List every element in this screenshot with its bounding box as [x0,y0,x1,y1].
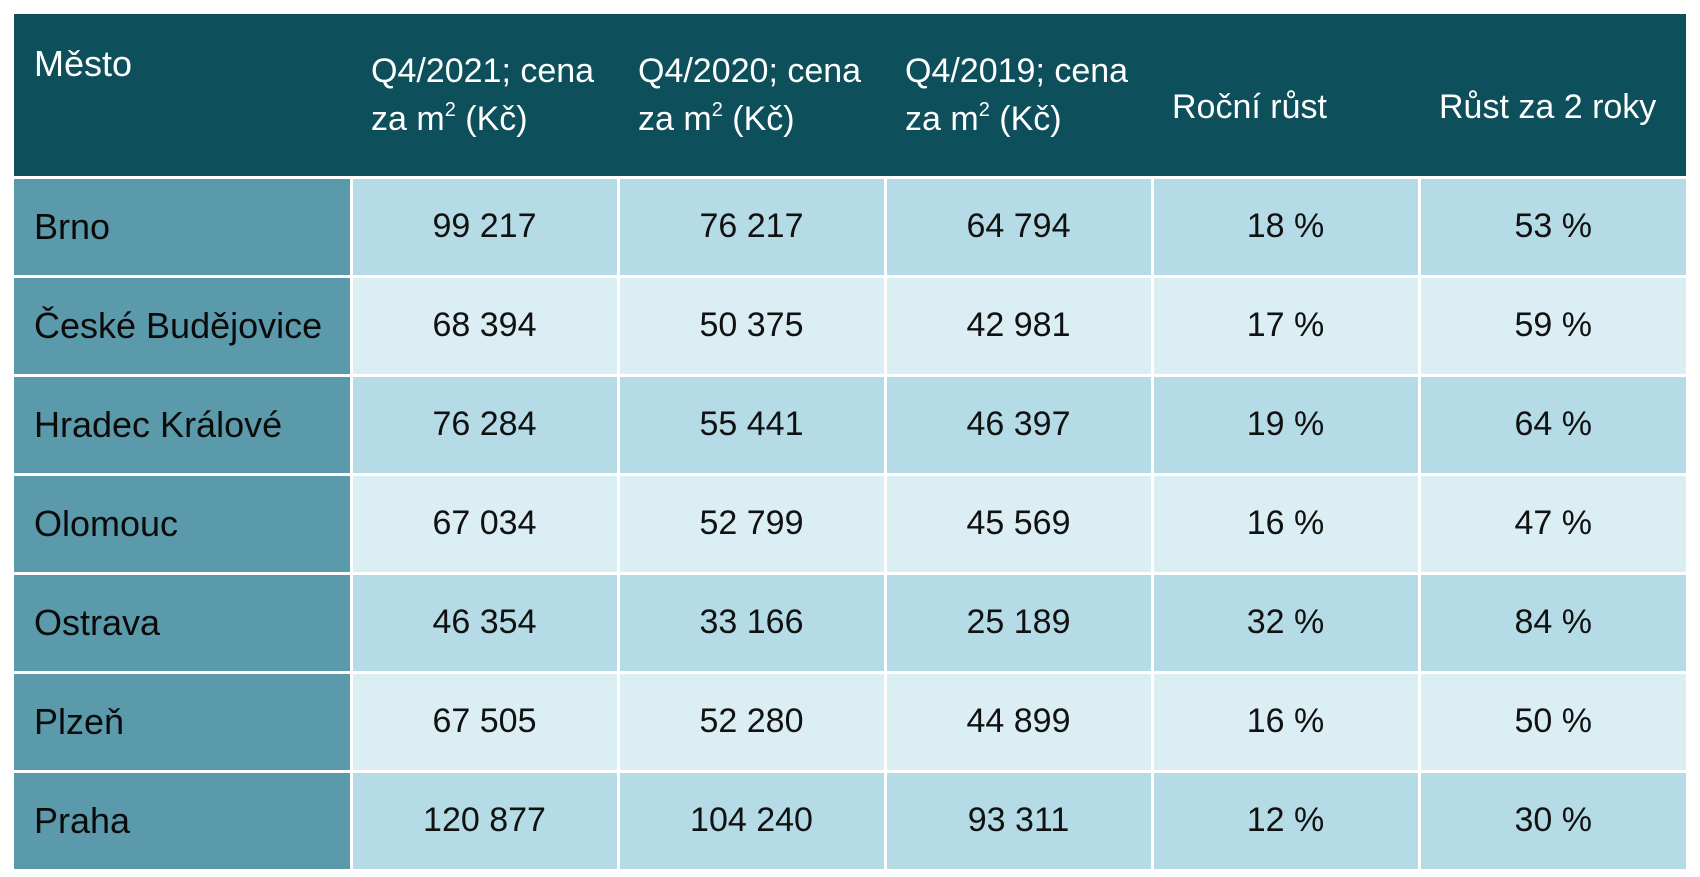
price-q4-2020-cell: 104 240 [616,769,887,872]
city-cell: Plzeň [14,670,353,773]
header-q4-2021-line2: za m2 (Kč) [371,95,598,143]
header-q4-2019: Q4/2019; cena za m2 (Kč) [885,14,1152,177]
header-unit-superscript: 2 [978,98,990,121]
price-q4-2021-cell: 46 354 [349,571,620,674]
table-row: Olomouc 67 034 52 799 45 569 16 % 47 % [14,472,1686,575]
table-header: Město Q4/2021; cena za m2 (Kč) Q4/2020; … [14,14,1686,177]
header-q4-2021-line1: Q4/2021; cena [371,51,595,90]
price-q4-2021-cell: 67 034 [349,472,620,575]
table-row: Praha 120 877 104 240 93 311 12 % 30 % [14,769,1686,872]
city-cell: Praha [14,769,353,872]
annual-growth-cell: 16 % [1150,670,1421,773]
price-q4-2021-cell: 99 217 [349,175,620,278]
header-q4-2021: Q4/2021; cena za m2 (Kč) [351,14,618,177]
annual-growth-cell: 12 % [1150,769,1421,872]
table-body: Brno 99 217 76 217 64 794 18 % 53 % Česk… [14,175,1686,872]
price-q4-2021-cell: 120 877 [349,769,620,872]
city-cell: Ostrava [14,571,353,674]
header-unit-prefix: za m [905,99,979,138]
city-cell: České Budějovice [14,274,353,377]
annual-growth-cell: 17 % [1150,274,1421,377]
growth-2y-cell: 64 % [1417,373,1686,476]
header-unit-superscript: 2 [444,98,456,121]
annual-growth-cell: 19 % [1150,373,1421,476]
price-q4-2019-cell: 46 397 [883,373,1154,476]
price-q4-2019-cell: 64 794 [883,175,1154,278]
growth-2y-cell: 53 % [1417,175,1686,278]
price-q4-2020-cell: 52 280 [616,670,887,773]
city-cell: Hradec Králové [14,373,353,476]
price-q4-2021-cell: 76 284 [349,373,620,476]
header-unit-currency: (Kč) [455,99,528,138]
annual-growth-cell: 18 % [1150,175,1421,278]
price-q4-2020-cell: 33 166 [616,571,887,674]
table-row: Hradec Králové 76 284 55 441 46 397 19 %… [14,373,1686,476]
growth-2y-cell: 59 % [1417,274,1686,377]
price-q4-2020-cell: 76 217 [616,175,887,278]
header-growth-2y: Růst za 2 roky [1419,14,1686,177]
table-row: Brno 99 217 76 217 64 794 18 % 53 % [14,175,1686,278]
growth-2y-cell: 50 % [1417,670,1686,773]
header-unit-currency: (Kč) [989,99,1062,138]
price-q4-2019-cell: 93 311 [883,769,1154,872]
header-q4-2019-line1: Q4/2019; cena [905,51,1129,90]
header-unit-prefix: za m [371,99,445,138]
table-row: České Budějovice 68 394 50 375 42 981 17… [14,274,1686,377]
price-q4-2020-cell: 55 441 [616,373,887,476]
price-q4-2021-cell: 67 505 [349,670,620,773]
table-row: Ostrava 46 354 33 166 25 189 32 % 84 % [14,571,1686,674]
price-q4-2019-cell: 44 899 [883,670,1154,773]
price-q4-2021-cell: 68 394 [349,274,620,377]
header-annual-growth: Roční růst [1152,14,1419,177]
city-cell: Olomouc [14,472,353,575]
header-q4-2020: Q4/2020; cena za m2 (Kč) [618,14,885,177]
header-row: Město Q4/2021; cena za m2 (Kč) Q4/2020; … [14,14,1686,177]
city-cell: Brno [14,175,353,278]
header-q4-2019-line2: za m2 (Kč) [905,95,1132,143]
price-q4-2020-cell: 50 375 [616,274,887,377]
price-q4-2020-cell: 52 799 [616,472,887,575]
price-table: Město Q4/2021; cena za m2 (Kč) Q4/2020; … [14,14,1686,872]
annual-growth-cell: 32 % [1150,571,1421,674]
header-q4-2020-line1: Q4/2020; cena [638,51,862,90]
growth-2y-cell: 47 % [1417,472,1686,575]
header-q4-2020-line2: za m2 (Kč) [638,95,865,143]
table-row: Plzeň 67 505 52 280 44 899 16 % 50 % [14,670,1686,773]
growth-2y-cell: 30 % [1417,769,1686,872]
header-unit-superscript: 2 [711,98,723,121]
price-q4-2019-cell: 45 569 [883,472,1154,575]
annual-growth-cell: 16 % [1150,472,1421,575]
price-q4-2019-cell: 25 189 [883,571,1154,674]
header-unit-prefix: za m [638,99,712,138]
price-q4-2019-cell: 42 981 [883,274,1154,377]
header-city: Město [14,14,351,177]
growth-2y-cell: 84 % [1417,571,1686,674]
header-unit-currency: (Kč) [722,99,795,138]
